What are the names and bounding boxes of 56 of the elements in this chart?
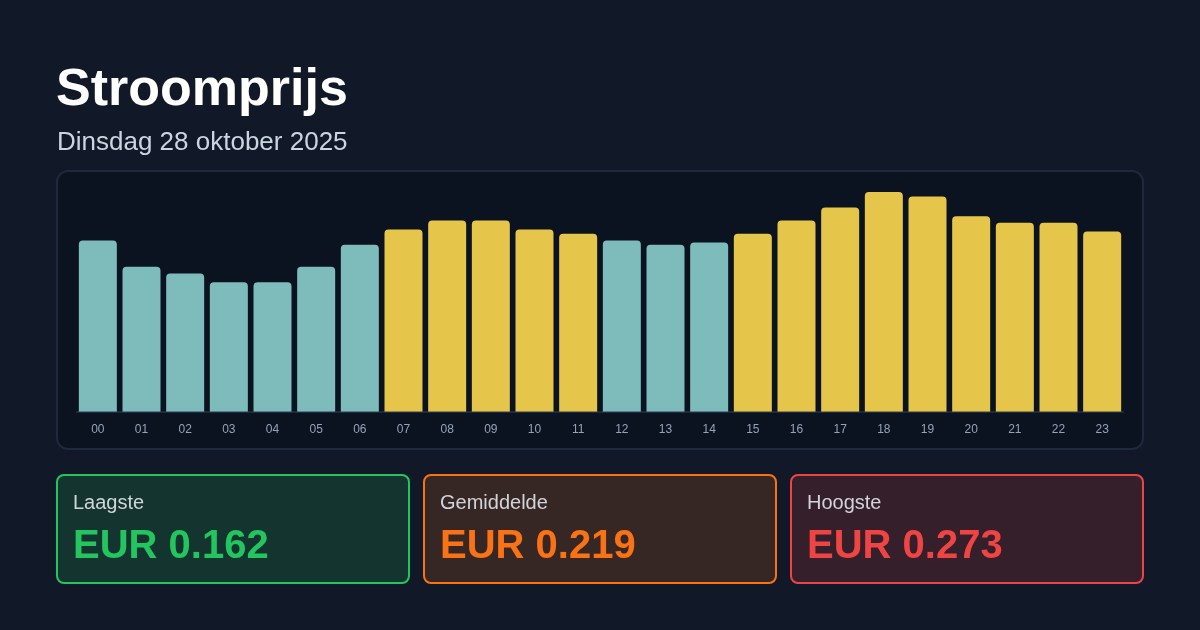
- bar: [908, 196, 947, 412]
- text: EUR 0.162: [73, 521, 269, 568]
- bar: [864, 192, 903, 412]
- x-tick-label: 13: [658, 421, 673, 436]
- x-tick-label: 03: [222, 421, 236, 436]
- bar: [995, 222, 1034, 412]
- x-tick-label: 22: [1051, 421, 1066, 436]
- x-tick-label: 09: [484, 421, 498, 436]
- bar: [253, 282, 292, 412]
- bar: [602, 240, 641, 412]
- x-tick-label: 19: [920, 421, 935, 436]
- bar: [340, 244, 379, 412]
- bar: [646, 244, 685, 412]
- x-tick-label: 00: [91, 421, 105, 436]
- bar: [78, 240, 117, 412]
- x-tick-label: 18: [877, 421, 891, 436]
- x-tick-label: 05: [309, 421, 324, 436]
- text: Laagste: [73, 490, 145, 515]
- bar: [952, 216, 991, 412]
- x-tick-label: 02: [178, 421, 193, 436]
- bar: [1083, 231, 1122, 412]
- x-tick-label: 14: [702, 421, 717, 436]
- text: EUR 0.273: [807, 521, 1003, 568]
- bar: [428, 220, 467, 412]
- chart-subtitle: Dinsdag 28 oktober 2025: [57, 125, 348, 157]
- x-tick-label: 06: [353, 421, 367, 436]
- bar: [1039, 222, 1078, 412]
- x-tick-label: 04: [265, 421, 280, 436]
- text: EUR 0.219: [440, 521, 636, 568]
- bar: [690, 242, 729, 412]
- bar: [733, 233, 772, 412]
- bar: [166, 273, 205, 412]
- x-tick-label: 12: [615, 421, 629, 436]
- text: Gemiddelde: [440, 490, 548, 515]
- x-tick-label: 08: [440, 421, 455, 436]
- bar: [515, 229, 554, 412]
- bar: [297, 266, 336, 412]
- x-tick-label: 07: [396, 421, 411, 436]
- x-tick-label: 16: [789, 421, 804, 436]
- bar: [821, 207, 860, 412]
- x-tick-label: 15: [746, 421, 760, 436]
- x-tick-label: 17: [833, 421, 848, 436]
- x-tick-label: 01: [134, 421, 149, 436]
- bar: [209, 282, 248, 412]
- text: Hoogste: [807, 490, 882, 515]
- bar: [384, 229, 423, 412]
- x-tick-label: 20: [964, 421, 979, 436]
- chart-title: Stroomprijs: [56, 57, 348, 117]
- bar: [777, 220, 816, 412]
- x-tick-label: 23: [1095, 421, 1110, 436]
- bar: [122, 266, 161, 412]
- bar: [471, 220, 510, 412]
- bar: [559, 233, 598, 412]
- x-tick-label: 10: [527, 421, 542, 436]
- x-tick-label: 11: [571, 421, 585, 436]
- x-tick-label: 21: [1008, 421, 1022, 436]
